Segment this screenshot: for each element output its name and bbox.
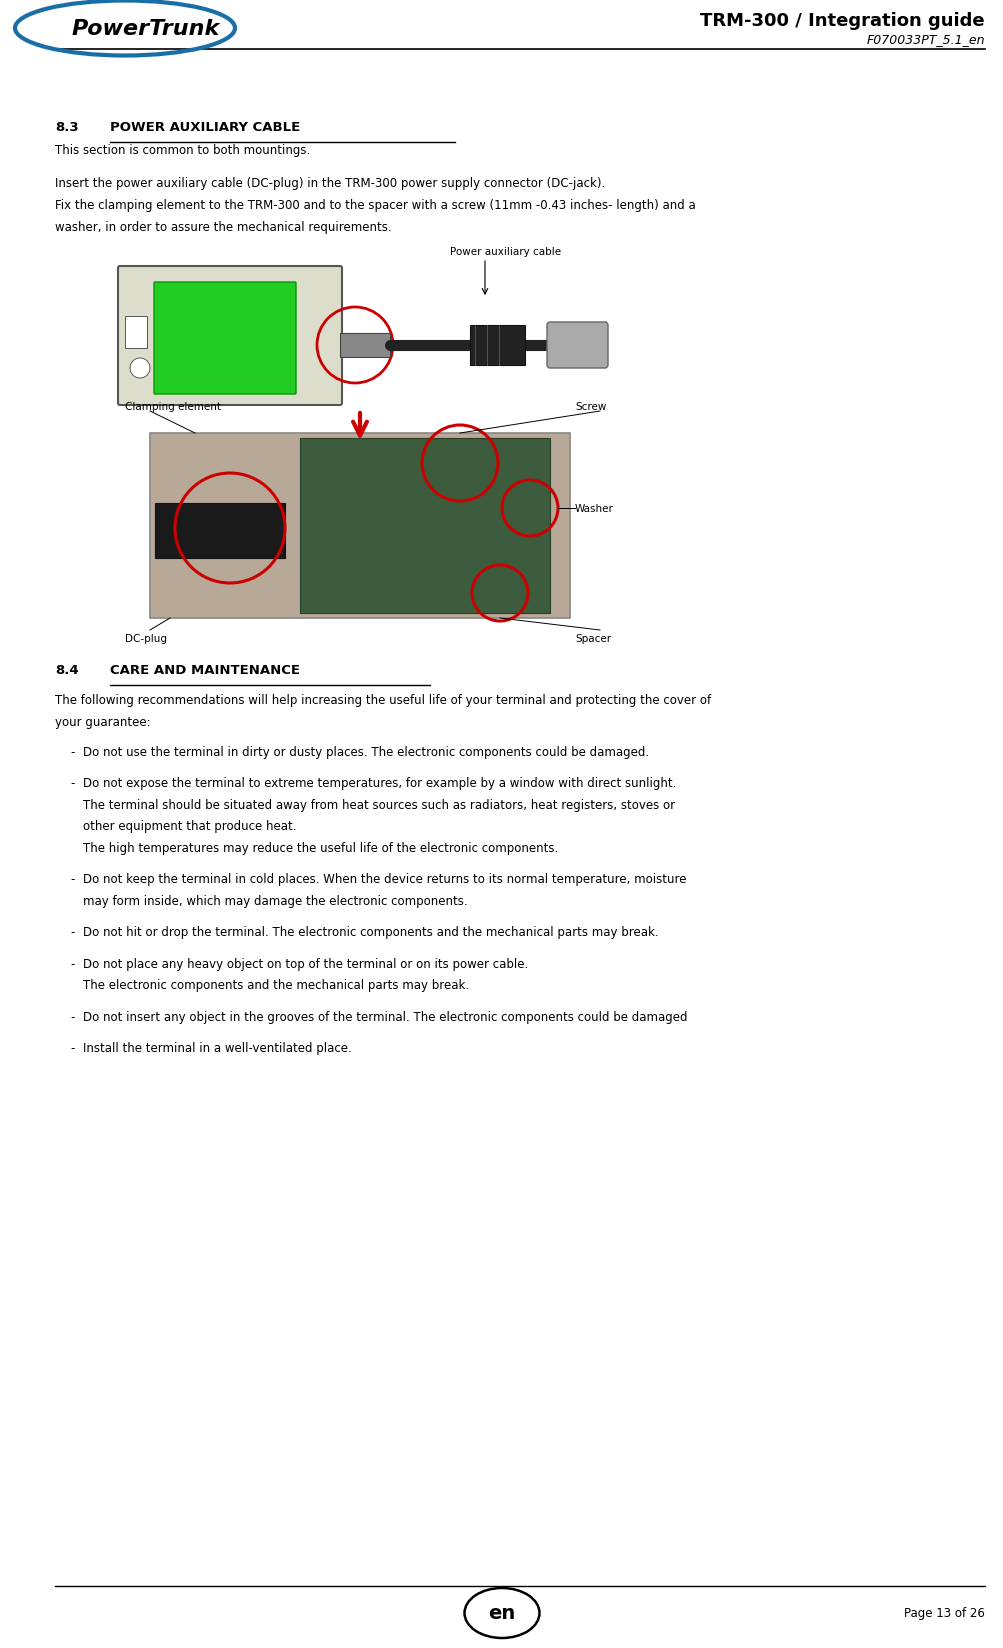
- Text: CARE AND MAINTENANCE: CARE AND MAINTENANCE: [110, 664, 300, 677]
- Text: Do not place any heavy object on top of the terminal or on its power cable.: Do not place any heavy object on top of …: [83, 957, 528, 971]
- Text: Do not expose the terminal to extreme temperatures, for example by a window with: Do not expose the terminal to extreme te…: [83, 776, 676, 789]
- Text: 8.3: 8.3: [55, 120, 78, 133]
- Text: Do not hit or drop the terminal. The electronic components and the mechanical pa: Do not hit or drop the terminal. The ele…: [83, 926, 658, 939]
- Bar: [300, 438, 550, 613]
- Text: Do not keep the terminal in cold places. When the device returns to its normal t: Do not keep the terminal in cold places.…: [83, 873, 686, 887]
- Text: Insert the power auxiliary cable (DC-plug) in the TRM-300 power supply connector: Insert the power auxiliary cable (DC-plu…: [55, 176, 605, 190]
- Text: -: -: [70, 873, 74, 887]
- Text: The electronic components and the mechanical parts may break.: The electronic components and the mechan…: [83, 979, 468, 992]
- Text: TRM-300 / Integration guide: TRM-300 / Integration guide: [700, 12, 984, 30]
- Text: This section is common to both mountings.: This section is common to both mountings…: [55, 143, 310, 157]
- Text: other equipment that produce heat.: other equipment that produce heat.: [83, 821, 296, 832]
- Text: -: -: [70, 1010, 74, 1023]
- Text: Install the terminal in a well-ventilated place.: Install the terminal in a well-ventilate…: [83, 1042, 351, 1055]
- Circle shape: [129, 359, 149, 379]
- Text: -: -: [70, 776, 74, 789]
- Text: -: -: [70, 957, 74, 971]
- Text: F070033PT_5.1_en: F070033PT_5.1_en: [866, 33, 984, 46]
- FancyBboxPatch shape: [547, 323, 608, 369]
- FancyBboxPatch shape: [118, 267, 342, 405]
- Text: Washer: Washer: [575, 504, 613, 514]
- Text: Fix the clamping element to the TRM-300 and to the spacer with a screw (11mm -0.: Fix the clamping element to the TRM-300 …: [55, 199, 695, 213]
- FancyBboxPatch shape: [153, 283, 296, 396]
- Text: DC-plug: DC-plug: [125, 633, 166, 644]
- Bar: [340, 335, 389, 358]
- Text: Spacer: Spacer: [575, 633, 611, 644]
- Text: The high temperatures may reduce the useful life of the electronic components.: The high temperatures may reduce the use…: [83, 842, 558, 854]
- Text: Clamping element: Clamping element: [125, 402, 221, 412]
- Text: Power auxiliary cable: Power auxiliary cable: [449, 247, 561, 257]
- Bar: [125, 316, 146, 349]
- Bar: [149, 433, 570, 618]
- Text: -: -: [70, 926, 74, 939]
- Text: washer, in order to assure the mechanical requirements.: washer, in order to assure the mechanica…: [55, 221, 391, 234]
- Text: Screw: Screw: [575, 402, 606, 412]
- Text: Do not insert any object in the grooves of the terminal. The electronic componen: Do not insert any object in the grooves …: [83, 1010, 687, 1023]
- Text: may form inside, which may damage the electronic components.: may form inside, which may damage the el…: [83, 895, 467, 908]
- Bar: [154, 504, 285, 559]
- Text: Page 13 of 26: Page 13 of 26: [904, 1607, 984, 1620]
- Text: -: -: [70, 1042, 74, 1055]
- Bar: [469, 326, 525, 366]
- Text: en: en: [487, 1604, 516, 1623]
- Text: Do not use the terminal in dirty or dusty places. The electronic components coul: Do not use the terminal in dirty or dust…: [83, 745, 649, 758]
- Text: PowerTrunk: PowerTrunk: [72, 20, 220, 40]
- Text: The terminal should be situated away from heat sources such as radiators, heat r: The terminal should be situated away fro…: [83, 799, 674, 811]
- Ellipse shape: [464, 1589, 539, 1638]
- Text: POWER AUXILIARY CABLE: POWER AUXILIARY CABLE: [110, 120, 300, 133]
- Text: -: -: [70, 745, 74, 758]
- Text: The following recommendations will help increasing the useful life of your termi: The following recommendations will help …: [55, 694, 710, 707]
- Text: 8.4: 8.4: [55, 664, 78, 677]
- Text: your guarantee:: your guarantee:: [55, 715, 150, 728]
